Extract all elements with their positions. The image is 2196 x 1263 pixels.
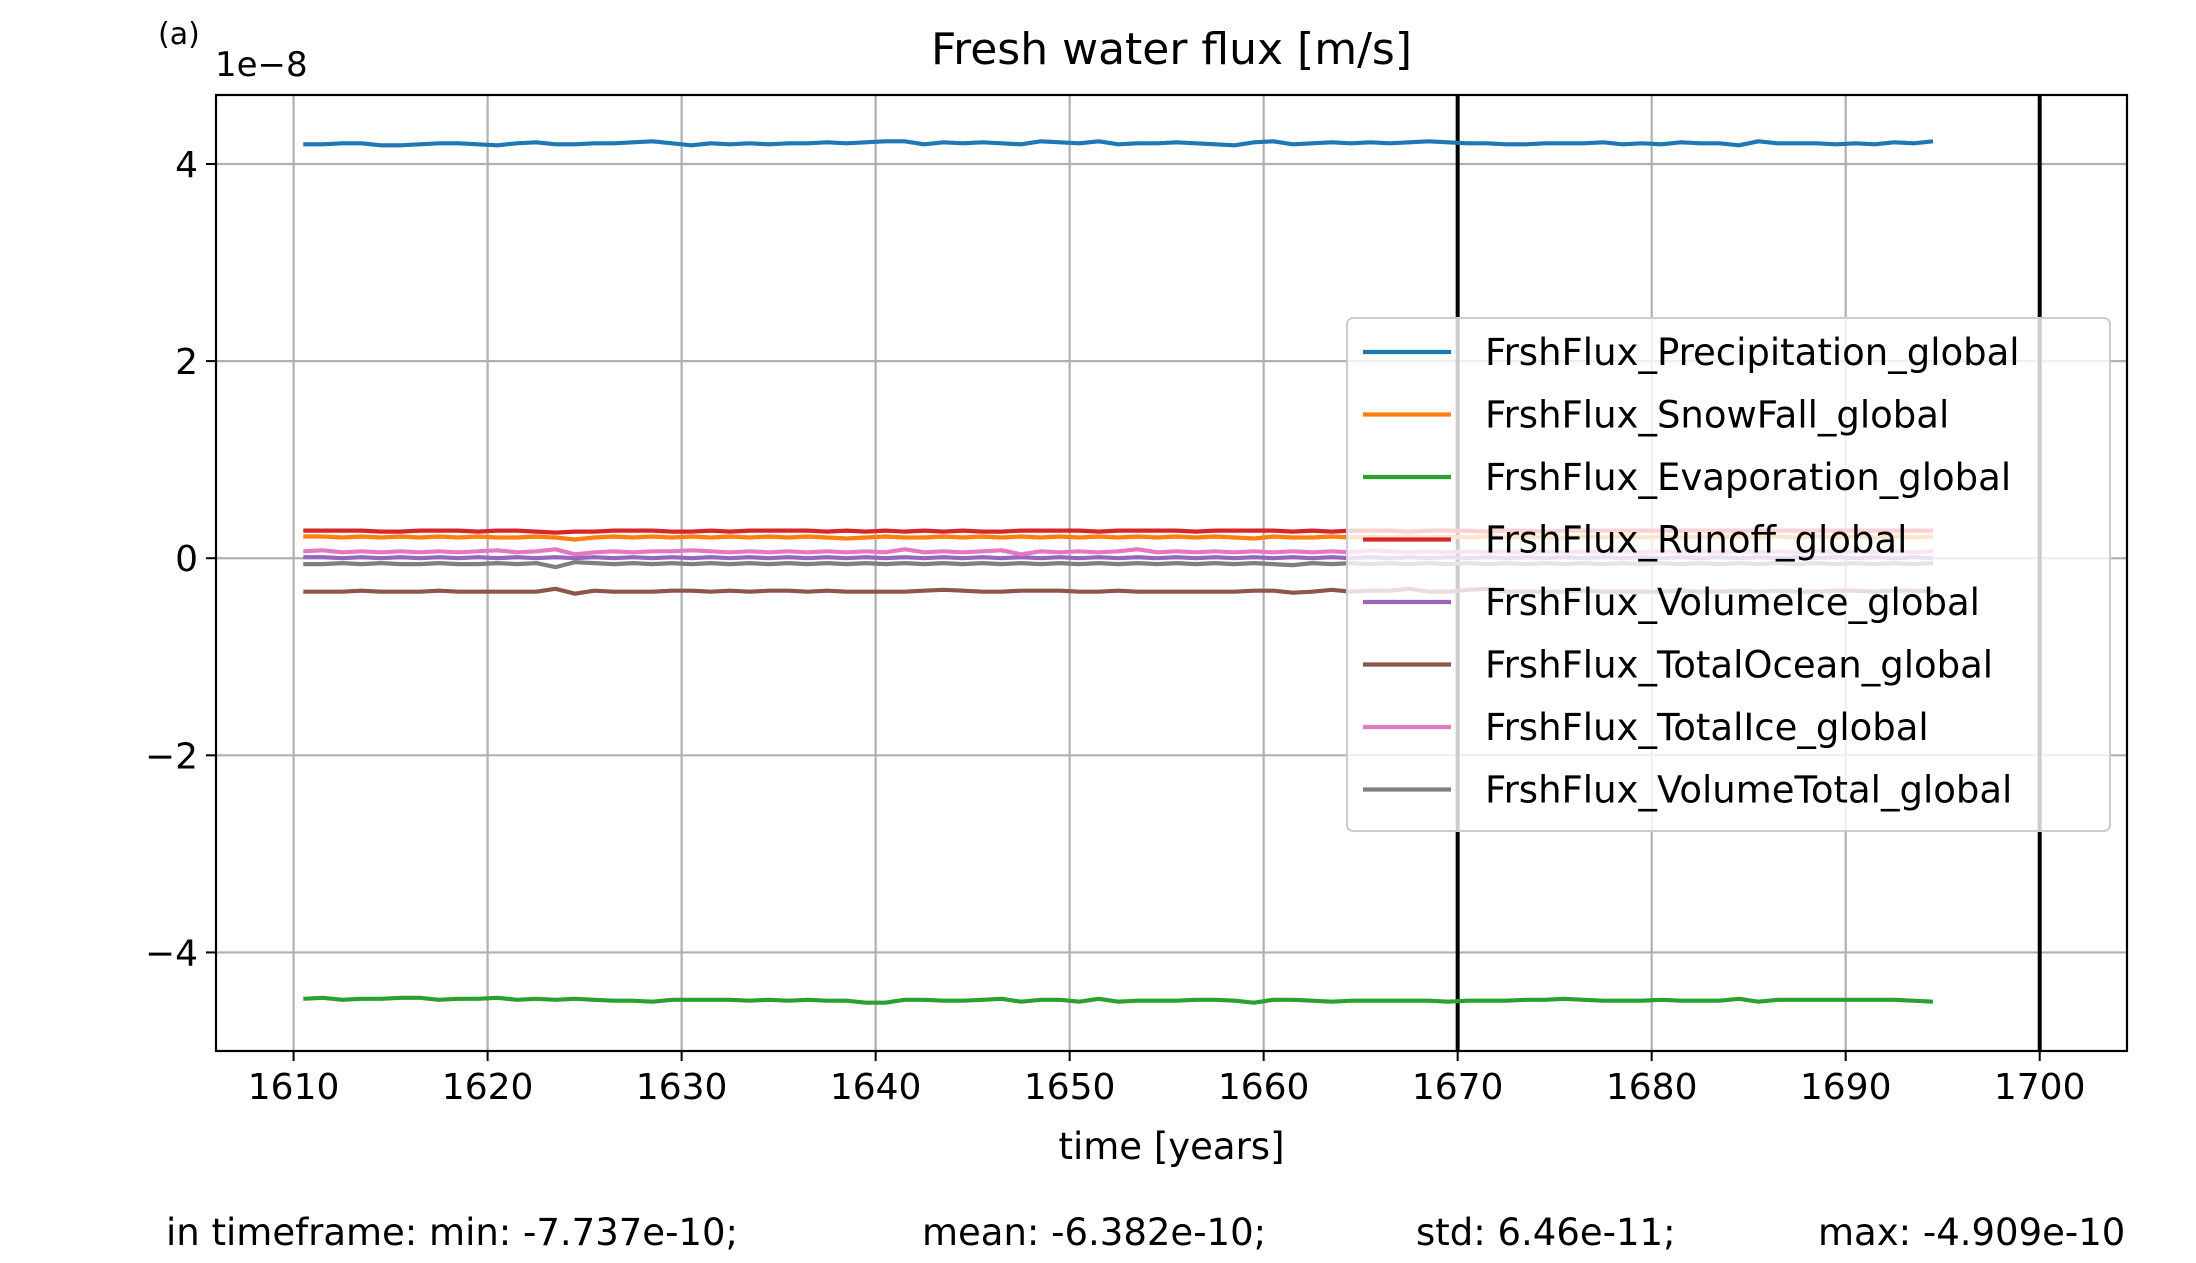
legend-label: FrshFlux_SnowFall_global — [1485, 394, 1949, 437]
legend-label: FrshFlux_TotalOcean_global — [1485, 644, 1993, 687]
legend-label: FrshFlux_Evaporation_global — [1485, 456, 2011, 499]
x-tick-label: 1700 — [1994, 1067, 2086, 1108]
y-tick-label: 4 — [175, 145, 198, 186]
plot-frame — [214, 93, 2129, 1053]
x-tick-label: 1640 — [830, 1067, 922, 1108]
chart-title: Fresh water flux [m/s] — [930, 24, 1412, 75]
x-tick-label: 1660 — [1218, 1067, 1310, 1108]
x-tick-label: 1670 — [1412, 1067, 1504, 1108]
legend-label: FrshFlux_VolumeIce_global — [1485, 581, 1980, 624]
x-tick-label: 1610 — [248, 1067, 340, 1108]
y-tick-label: 2 — [175, 342, 198, 383]
stat-max: max: -4.909e-10 — [1818, 1211, 2126, 1254]
stat-min: in timeframe: min: -7.737e-10; — [166, 1211, 738, 1254]
x-axis-label: time [years] — [1058, 1125, 1285, 1168]
legend-label: FrshFlux_VolumeTotal_global — [1485, 769, 2012, 812]
legend-box — [1346, 317, 2111, 832]
x-tick-label: 1620 — [442, 1067, 534, 1108]
y-tick-label: −2 — [145, 736, 198, 777]
y-tick-label: −4 — [145, 933, 198, 974]
x-tick-label: 1650 — [1024, 1067, 1116, 1108]
stat-std: std: 6.46e-11; — [1416, 1211, 1676, 1254]
legend-label: FrshFlux_Precipitation_global — [1485, 331, 2020, 374]
legend: FrshFlux_Precipitation_global FrshFlux_Sn… — [1346, 317, 2111, 832]
y-offset-label: 1e−8 — [215, 45, 308, 85]
legend-label: FrshFlux_Runoff_global — [1485, 519, 1907, 562]
x-tick-label: 1690 — [1800, 1067, 1892, 1108]
stat-mean: mean: -6.382e-10; — [922, 1211, 1267, 1254]
legend-label: FrshFlux_TotalIce_global — [1485, 706, 1929, 749]
x-tick-label: 1680 — [1606, 1067, 1698, 1108]
y-tick-label: 0 — [175, 539, 198, 580]
series-line — [303, 139, 1934, 148]
panel-label: (a) — [158, 17, 200, 52]
series-line — [303, 995, 1934, 1005]
axes: 1610 1620 1630 1640 1650 1660 1670 1680 1690 1700… — [145, 93, 2129, 1108]
x-tick-label: 1630 — [636, 1067, 728, 1108]
